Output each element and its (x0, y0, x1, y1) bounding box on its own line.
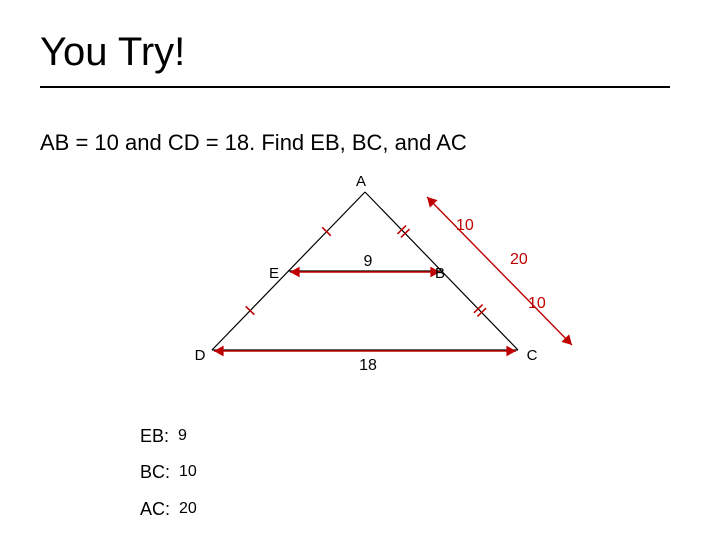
answer-eb-value: 9 (178, 422, 187, 451)
problem-statement: AB = 10 and CD = 18. Find EB, BC, and AC (40, 130, 467, 156)
answer-ac: AC: 20 (140, 493, 197, 525)
slide-title: You Try! (40, 30, 185, 75)
answer-bc-label: BC: (140, 456, 170, 488)
answers-block: EB: 9 BC: 10 AC: 20 (140, 420, 197, 529)
svg-text:20: 20 (510, 251, 528, 268)
svg-text:C: C (527, 347, 538, 364)
answer-eb: EB: 9 (140, 420, 197, 452)
svg-text:E: E (269, 265, 279, 282)
svg-text:10: 10 (528, 295, 546, 312)
triangle-diagram: A D C E B 9 18 10 20 10 (140, 170, 600, 400)
answer-bc: BC: 10 (140, 456, 197, 488)
svg-text:A: A (356, 173, 366, 190)
answer-eb-label: EB: (140, 420, 169, 452)
svg-text:D: D (195, 347, 206, 364)
answer-ac-label: AC: (140, 493, 170, 525)
answer-bc-value: 10 (179, 458, 197, 487)
svg-text:18: 18 (359, 357, 377, 374)
svg-text:B: B (435, 265, 445, 282)
svg-text:10: 10 (456, 217, 474, 234)
title-underline (40, 86, 670, 88)
svg-text:9: 9 (364, 253, 373, 270)
answer-ac-value: 20 (179, 495, 197, 524)
